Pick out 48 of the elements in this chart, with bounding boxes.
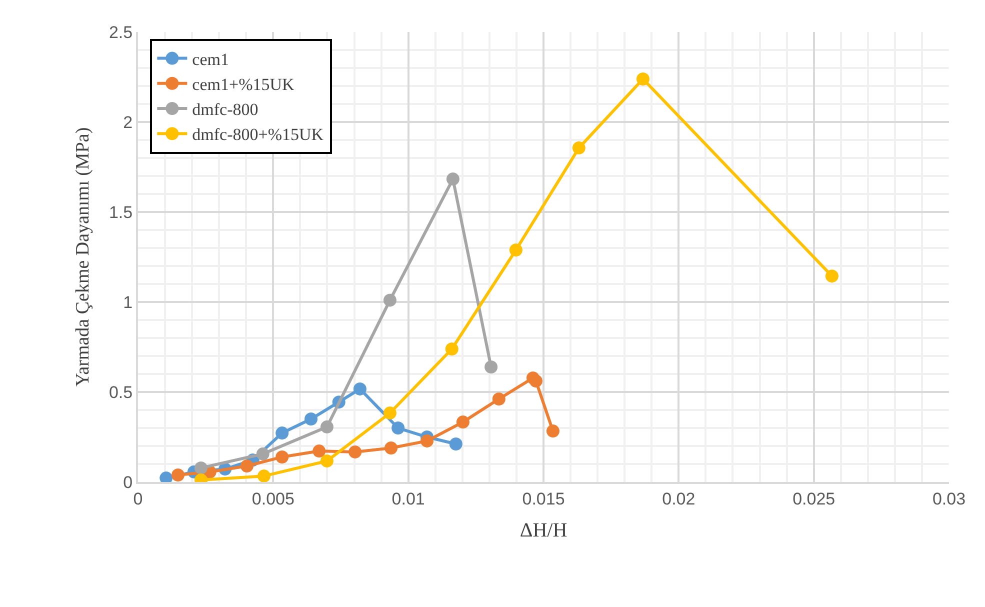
x-tick-label: 0.02 [662,489,696,508]
x-tick-label: 0.025 [792,489,836,508]
point [348,445,362,458]
x-tick-label: 0.005 [252,489,294,508]
y-tick-label: 2 [123,112,133,132]
point [392,422,405,434]
y-tick-label: 0.5 [108,382,133,402]
point [825,270,838,283]
point [384,441,398,454]
legend-label: dmfc-800+%15UK [192,125,324,144]
point [449,438,462,451]
point [445,342,458,356]
point [383,406,396,420]
point [636,72,650,86]
point [304,412,318,426]
point [383,294,396,307]
point [572,141,586,154]
legend-label: cem1 [192,50,229,69]
legend-label: cem1+%15UK [192,75,296,94]
point [320,454,334,468]
point [276,450,289,464]
point [492,392,506,406]
point [172,468,185,482]
point [276,426,289,440]
point [546,424,560,438]
point [446,172,460,186]
point [256,447,270,460]
point [509,243,522,256]
point [529,374,542,388]
point [194,461,208,474]
point [353,382,366,396]
point [257,470,270,482]
point [240,459,254,472]
point [312,444,326,458]
x-tick-label: 0.03 [932,489,966,508]
y-tick-label: 0 [123,472,133,492]
point [456,416,470,429]
y-tick-label: 2.5 [108,22,133,42]
y-tick-label: 1.5 [108,202,133,222]
point [484,360,498,374]
x-axis-title: ΔH/H [520,519,568,542]
point [420,434,434,448]
x-tick-label: 0.015 [522,489,565,508]
point [320,420,334,434]
y-axis-title: Yarmada Çekme Dayanımı (MPa) [72,127,94,387]
x-tick-label: 0.01 [392,489,425,508]
y-tick-label: 1 [123,292,133,312]
legend-label: dmfc-800 [192,100,258,120]
